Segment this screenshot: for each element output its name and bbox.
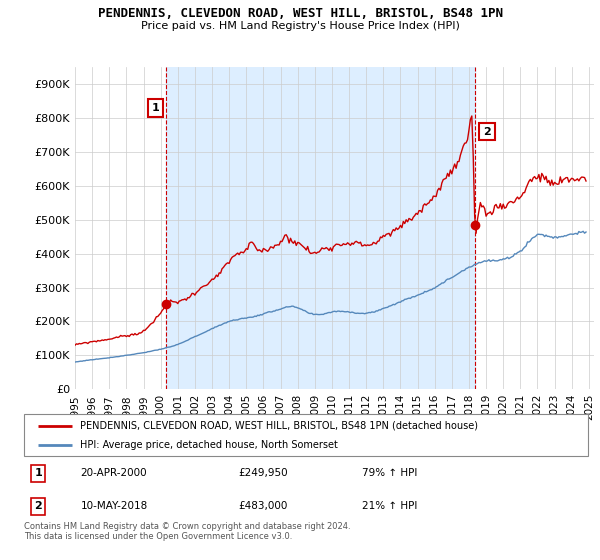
Text: £249,950: £249,950 bbox=[238, 468, 288, 478]
Text: Price paid vs. HM Land Registry's House Price Index (HPI): Price paid vs. HM Land Registry's House … bbox=[140, 21, 460, 31]
Text: 20-APR-2000: 20-APR-2000 bbox=[80, 468, 147, 478]
FancyBboxPatch shape bbox=[24, 414, 588, 456]
Text: 21% ↑ HPI: 21% ↑ HPI bbox=[362, 501, 418, 511]
Text: 1: 1 bbox=[34, 468, 42, 478]
Text: 2: 2 bbox=[34, 501, 42, 511]
Text: PENDENNIS, CLEVEDON ROAD, WEST HILL, BRISTOL, BS48 1PN (detached house): PENDENNIS, CLEVEDON ROAD, WEST HILL, BRI… bbox=[80, 421, 478, 431]
Bar bbox=[166, 67, 475, 389]
Text: PENDENNIS, CLEVEDON ROAD, WEST HILL, BRISTOL, BS48 1PN: PENDENNIS, CLEVEDON ROAD, WEST HILL, BRI… bbox=[97, 7, 503, 20]
Text: 1: 1 bbox=[151, 103, 159, 113]
Text: 10-MAY-2018: 10-MAY-2018 bbox=[80, 501, 148, 511]
Text: £483,000: £483,000 bbox=[238, 501, 287, 511]
Text: 2: 2 bbox=[483, 127, 491, 137]
Text: Contains HM Land Registry data © Crown copyright and database right 2024.
This d: Contains HM Land Registry data © Crown c… bbox=[24, 522, 350, 542]
Text: HPI: Average price, detached house, North Somerset: HPI: Average price, detached house, Nort… bbox=[80, 440, 338, 450]
Text: 79% ↑ HPI: 79% ↑ HPI bbox=[362, 468, 418, 478]
